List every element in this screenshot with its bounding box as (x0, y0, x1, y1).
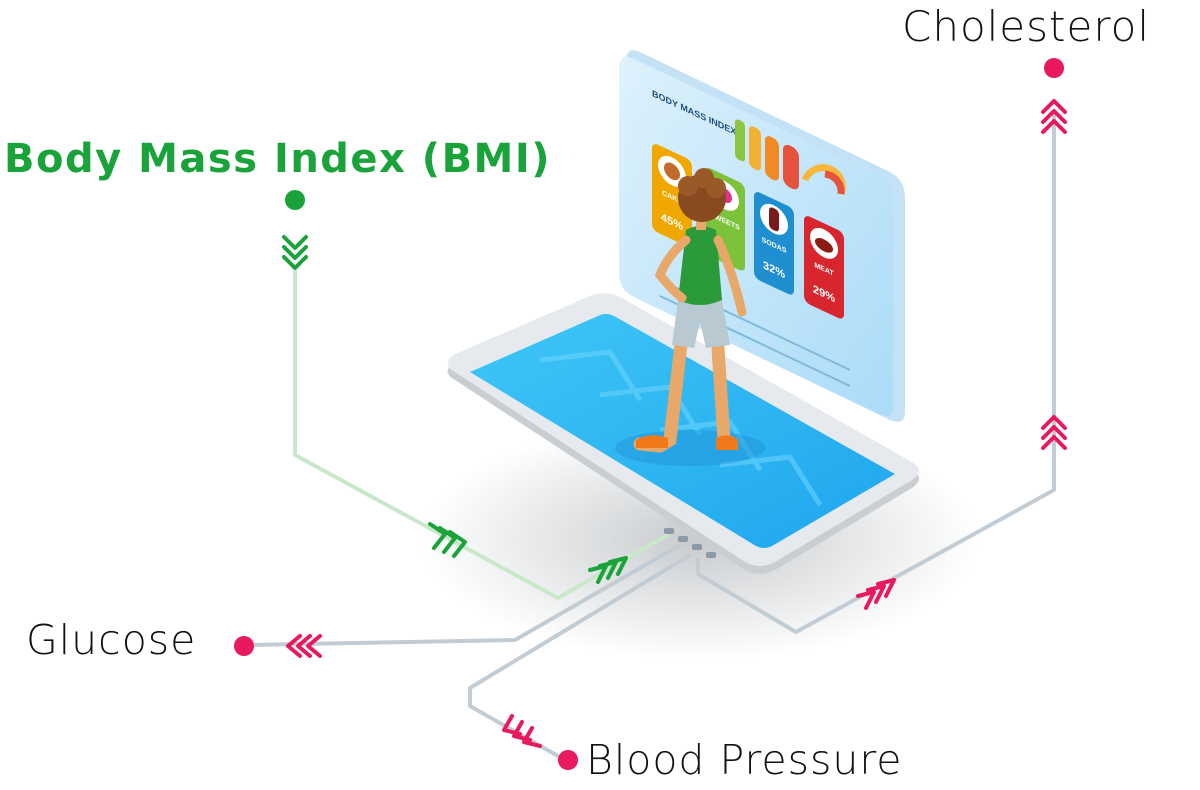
person-figure (615, 168, 765, 466)
bmi-marker-dot (285, 190, 305, 210)
glucose-label: Glucose (26, 616, 197, 664)
chevron-right-icon (428, 522, 467, 558)
food-card-sodas: SODAS 32% (754, 192, 794, 295)
glucose-marker-dot (234, 636, 254, 656)
food-card-meat: MEAT 29% (804, 216, 844, 319)
blood-pressure-marker-dot (558, 750, 578, 770)
chevron-up-icon (1041, 415, 1067, 450)
food-card-cake: CAKE 45% (652, 144, 692, 247)
bmi-label: Body Mass Index (BMI) (4, 136, 552, 182)
chevron-right-icon (856, 578, 896, 610)
chevron-right-icon (588, 556, 628, 584)
phone-ports (664, 528, 716, 558)
chevron-up-icon (1041, 99, 1067, 134)
bmi-gauge-icon (801, 164, 846, 196)
glucose-connector-line (249, 543, 681, 647)
cholesterol-marker-dot (1044, 58, 1064, 78)
cholesterol-label: Cholesterol (902, 2, 1151, 51)
blood-pressure-label: Blood Pressure (586, 736, 903, 784)
chevron-down-icon (282, 235, 308, 270)
cholesterol-connector-line (696, 110, 1056, 634)
chevron-left-icon (502, 714, 542, 748)
chevron-left-icon (286, 634, 322, 658)
bmi-silhouettes (735, 119, 799, 190)
